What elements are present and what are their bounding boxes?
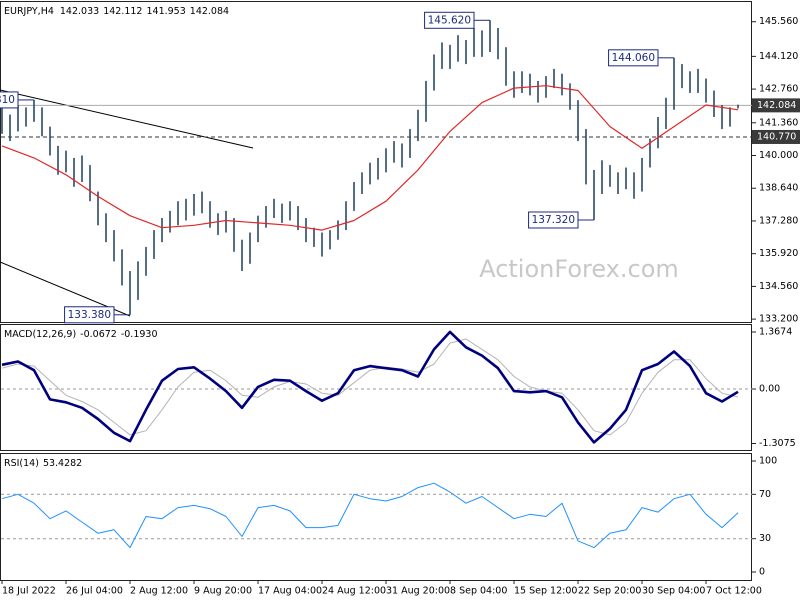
- y-tick-label: 30: [759, 533, 771, 544]
- macd-label: MACD(12,26,9): [4, 329, 76, 340]
- y-tick-label: 141.360: [759, 117, 798, 128]
- x-tick-label: 15 Sep 12:00: [514, 586, 577, 597]
- x-tick-label: 2 Aug 12:00: [130, 586, 188, 597]
- signal-line: [1, 338, 739, 436]
- high: 142.112: [103, 6, 142, 17]
- y-tick-label: 145.560: [759, 16, 798, 27]
- macd-header: MACD(12,26,9) -0.0672 -0.1930: [4, 329, 158, 340]
- moving-average: [1, 85, 739, 231]
- level-tag: [752, 129, 800, 144]
- x-tick-label: 31 Aug 20:00: [386, 586, 450, 597]
- y-tick-label: 1.3674: [759, 326, 792, 337]
- y-tick-label: 144.120: [759, 51, 798, 62]
- x-tick-label: 7 Oct 12:00: [706, 586, 762, 597]
- low: 141.953: [146, 6, 185, 17]
- y-tick-label: 138.640: [759, 183, 798, 194]
- price-panel: [0, 1, 752, 323]
- close: 142.084: [190, 6, 229, 17]
- y-tick-label: 137.280: [759, 215, 798, 226]
- level-label: 140.770: [757, 131, 796, 142]
- y-tick-label: 134.560: [759, 281, 798, 292]
- x-tick-label: 30 Sep 04:00: [642, 586, 705, 597]
- watermark: ActionForex.com: [479, 255, 679, 283]
- signal-readout: -0.1930: [121, 329, 158, 340]
- symbol: EURJPY,H4: [4, 6, 54, 17]
- y-tick-label: 0.00: [759, 384, 780, 395]
- macd-line: [1, 330, 739, 444]
- x-tick-label: 9 Aug 20:00: [194, 586, 252, 597]
- y-tick-label: 0: [759, 567, 765, 578]
- x-tick-label: 8 Sep 04:00: [450, 586, 507, 597]
- annotation-label: 144.060: [612, 52, 655, 64]
- annotation-label: 137.320: [532, 214, 575, 226]
- annotation-label: .310: [0, 94, 15, 106]
- macd-readout: -0.0672: [80, 329, 117, 340]
- trend-line: [0, 89, 254, 149]
- y-tick-label: 100: [759, 455, 777, 466]
- y-tick-label: -1.3075: [759, 438, 796, 449]
- rsi-header: RSI(14) 53.4282: [4, 458, 82, 469]
- x-tick-label: 18 Jul 2022: [2, 586, 56, 597]
- x-tick-label: 22 Sep 20:00: [578, 586, 641, 597]
- rsi-label: RSI(14): [4, 458, 39, 469]
- x-tick-label: 26 Jul 04:00: [66, 586, 123, 597]
- annotation-label: 133.380: [68, 309, 111, 321]
- x-tick-label: 17 Aug 04:00: [258, 586, 322, 597]
- open: 142.033: [60, 6, 99, 17]
- rsi-readout: 53.4282: [43, 458, 82, 469]
- y-tick-label: 142.760: [759, 84, 798, 95]
- level-label: 142.084: [757, 100, 796, 111]
- x-tick-label: 24 Aug 12:00: [322, 586, 386, 597]
- rsi-panel: [0, 453, 752, 581]
- macd-panel: [0, 324, 752, 451]
- y-tick-label: 70: [759, 489, 771, 500]
- y-tick-label: 140.000: [759, 150, 798, 161]
- y-tick-label: 133.200: [759, 314, 798, 325]
- rsi-line: [1, 482, 739, 549]
- y-tick-label: 135.920: [759, 248, 798, 259]
- price-header: EURJPY,H4 142.033 142.112 141.953 142.084: [4, 6, 229, 17]
- level-tag: [752, 98, 800, 113]
- annotation-label: 145.620: [428, 14, 471, 26]
